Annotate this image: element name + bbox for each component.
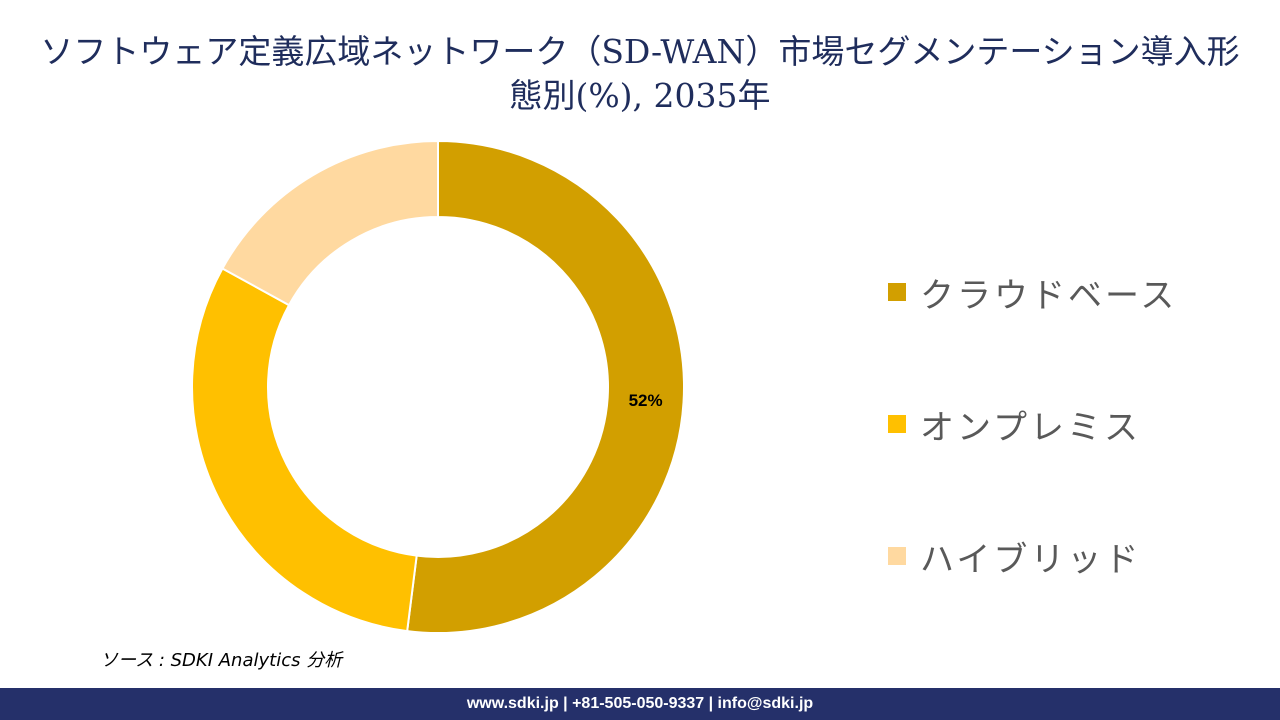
legend-label: クラウドベース bbox=[920, 275, 1178, 316]
donut-slice-1 bbox=[406, 139, 685, 634]
legend-label: オンプレミス bbox=[920, 407, 1141, 448]
legend-swatch bbox=[888, 283, 906, 301]
donut-slice-3 bbox=[221, 139, 439, 307]
legend-item: オンプレミス bbox=[888, 402, 1177, 448]
legend-item: クラウドベース bbox=[888, 270, 1178, 316]
data-label: 52% bbox=[629, 391, 663, 410]
legend-item: ハイブリッド bbox=[888, 534, 1177, 580]
legend-label: ハイブリッド bbox=[920, 539, 1142, 580]
legend: クラウドベース オンプレミス ハイブリッド bbox=[888, 270, 1177, 666]
chart-title: ソフトウェア定義広域ネットワーク（SD-WAN）市場セグメンテーション導入形態別… bbox=[40, 32, 1240, 115]
donut-slice-2 bbox=[191, 267, 418, 633]
legend-swatch bbox=[888, 415, 906, 433]
footer-contact: www.sdki.jp | +81-505-050-9337 | info@sd… bbox=[0, 688, 1280, 720]
source-note: ソース : SDKI Analytics 分析 bbox=[100, 650, 343, 671]
legend-swatch bbox=[888, 547, 906, 565]
